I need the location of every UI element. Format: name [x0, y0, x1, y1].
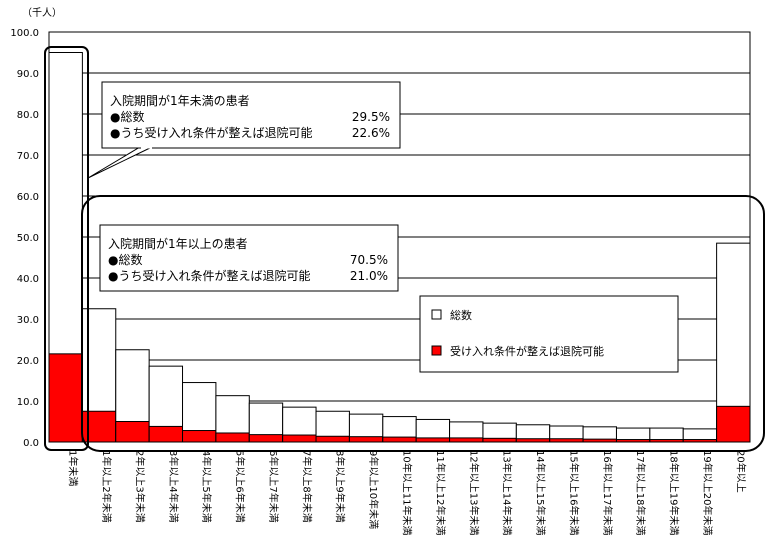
short-stay-total-label: ●総数	[110, 109, 144, 124]
long-stay-discharge-label: ●うち受け入れ条件が整えば退院可能	[108, 268, 310, 283]
unit-label: （千人）	[22, 7, 62, 19]
x-tick-label: 20年以上	[734, 450, 747, 493]
bar-discharge	[115, 421, 150, 443]
bar-discharge	[615, 439, 651, 443]
x-tick-label: 2年以上3年未満	[133, 450, 146, 523]
y-tick-label: 10.0	[17, 397, 39, 408]
x-tick-label: 16年以上17年未満	[601, 450, 614, 535]
bar-discharge	[215, 432, 250, 443]
bar-discharge	[382, 436, 417, 443]
bar-discharge	[282, 434, 317, 443]
long-stay-group-outline	[81, 195, 765, 452]
bar-discharge	[348, 436, 384, 443]
bar-discharge	[182, 430, 217, 443]
x-tick-label: 14年以上15年未満	[534, 450, 547, 535]
y-tick-label: 40.0	[17, 274, 39, 285]
bar-discharge	[449, 437, 484, 443]
bar-discharge	[682, 439, 718, 443]
bar-discharge	[716, 405, 751, 443]
long-stay-callout: 入院期間が1年以上の患者 ●総数 70.5% ●うち受け入れ条件が整えば退院可能…	[99, 224, 399, 292]
y-tick-label: 80.0	[17, 110, 39, 121]
x-tick-label: 12年以上13年未満	[467, 450, 480, 535]
long-stay-total-label: ●総数	[108, 252, 142, 267]
x-tick-label: 9年以上10年未満	[367, 450, 380, 529]
x-tick-label: 8年以上9年未満	[334, 450, 347, 523]
y-tick-label: 100.0	[10, 28, 39, 39]
x-tick-label: 17年以上18年未満	[634, 450, 647, 535]
bar-discharge	[515, 438, 551, 443]
y-tick-label: 50.0	[17, 233, 39, 244]
x-axis: 1年未満 1年以上2年未満 2年以上3年未満 3年以上4年未満 4年以上5年未満 5年以上…	[67, 450, 748, 535]
x-tick-label: 6年以上7年未満	[267, 450, 280, 523]
x-tick-label: 1年以上2年未満	[100, 450, 113, 523]
bar-discharge	[48, 353, 83, 443]
y-axis: 0.0 10.0 20.0 30.0 40.0 50.0 60.0 70.0 80.0 90.0 1…	[10, 28, 39, 449]
short-stay-discharge-label: ●うち受け入れ条件が整えば退院可能	[110, 125, 312, 140]
short-stay-callout: 入院期間が1年未満の患者 ●総数 29.5% ●うち受け入れ条件が整えば退院可能…	[87, 81, 401, 179]
bar-discharge	[649, 439, 684, 443]
x-tick-label: 4年以上5年未満	[200, 450, 213, 523]
x-tick-label: 7年以上8年未満	[300, 450, 313, 523]
bar-discharge	[549, 438, 584, 443]
legend-swatch-total	[431, 309, 442, 320]
y-tick-label: 60.0	[17, 192, 39, 203]
long-stay-total-value: 70.5%	[350, 253, 388, 267]
short-stay-group-outline	[44, 46, 89, 451]
legend: 総数 受け入れ条件が整えば退院可能	[419, 295, 679, 373]
bar-discharge	[482, 437, 517, 443]
bar-discharge	[248, 434, 284, 443]
long-stay-discharge-value: 21.0%	[350, 269, 388, 283]
x-tick-label: 1年未満	[67, 450, 80, 486]
y-tick-label: 0.0	[23, 438, 39, 449]
bar-discharge	[315, 435, 350, 443]
x-tick-label: 13年以上14年未満	[501, 450, 514, 535]
x-tick-label: 5年以上6年未満	[234, 450, 247, 523]
y-tick-label: 90.0	[17, 69, 39, 80]
x-tick-label: 10年以上11年未満	[401, 450, 414, 535]
bar-discharge	[415, 437, 451, 443]
short-stay-title: 入院期間が1年未満の患者	[110, 93, 250, 108]
bar-discharge	[582, 438, 617, 443]
x-tick-label: 11年以上12年未満	[434, 450, 447, 535]
short-stay-discharge-value: 22.6%	[352, 126, 390, 140]
long-stay-title: 入院期間が1年以上の患者	[108, 236, 248, 251]
x-tick-label: 15年以上16年未満	[567, 450, 580, 535]
legend-label-total: 総数	[450, 308, 472, 322]
bar-discharge	[148, 425, 184, 443]
y-tick-label: 30.0	[17, 315, 39, 326]
x-tick-label: 18年以上19年未満	[668, 450, 681, 535]
short-stay-total-value: 29.5%	[352, 110, 390, 124]
legend-label-discharge: 受け入れ条件が整えば退院可能	[450, 344, 604, 358]
x-tick-label: 3年以上4年未満	[167, 450, 180, 523]
y-tick-label: 70.0	[17, 151, 39, 162]
x-tick-label: 19年以上20年未満	[701, 450, 714, 535]
legend-swatch-discharge	[431, 345, 442, 356]
y-tick-label: 20.0	[17, 356, 39, 367]
